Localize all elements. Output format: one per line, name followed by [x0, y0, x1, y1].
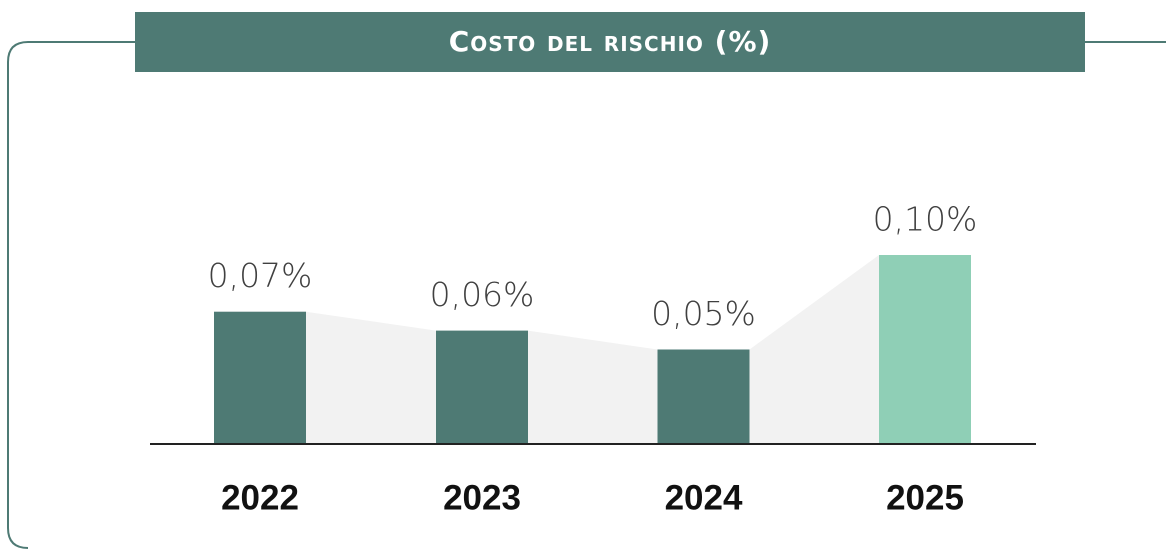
value-label: 0,10%	[873, 200, 978, 239]
bar	[657, 349, 750, 444]
x-tick-label: 2023	[443, 478, 521, 517]
title-box	[135, 12, 1085, 72]
chart-title: Costo del rischio (%)	[449, 25, 772, 58]
value-label: 0,06%	[430, 275, 535, 314]
connector-shade	[528, 330, 658, 444]
x-tick-label: 2022	[221, 478, 299, 517]
bar	[436, 330, 528, 444]
connector-shade	[749, 255, 879, 444]
connector-shade	[306, 311, 436, 444]
bar	[879, 255, 971, 444]
bar	[214, 311, 306, 444]
frame-left	[7, 41, 135, 549]
bars: 0,07% 2022 0,06% 2023 0,05% 2024 0,10% 2025	[208, 200, 978, 518]
x-tick-label: 2025	[886, 478, 964, 517]
x-tick-label: 2024	[665, 478, 743, 517]
value-label: 0,05%	[651, 294, 756, 333]
value-label: 0,07%	[208, 256, 313, 295]
shades	[306, 255, 879, 444]
